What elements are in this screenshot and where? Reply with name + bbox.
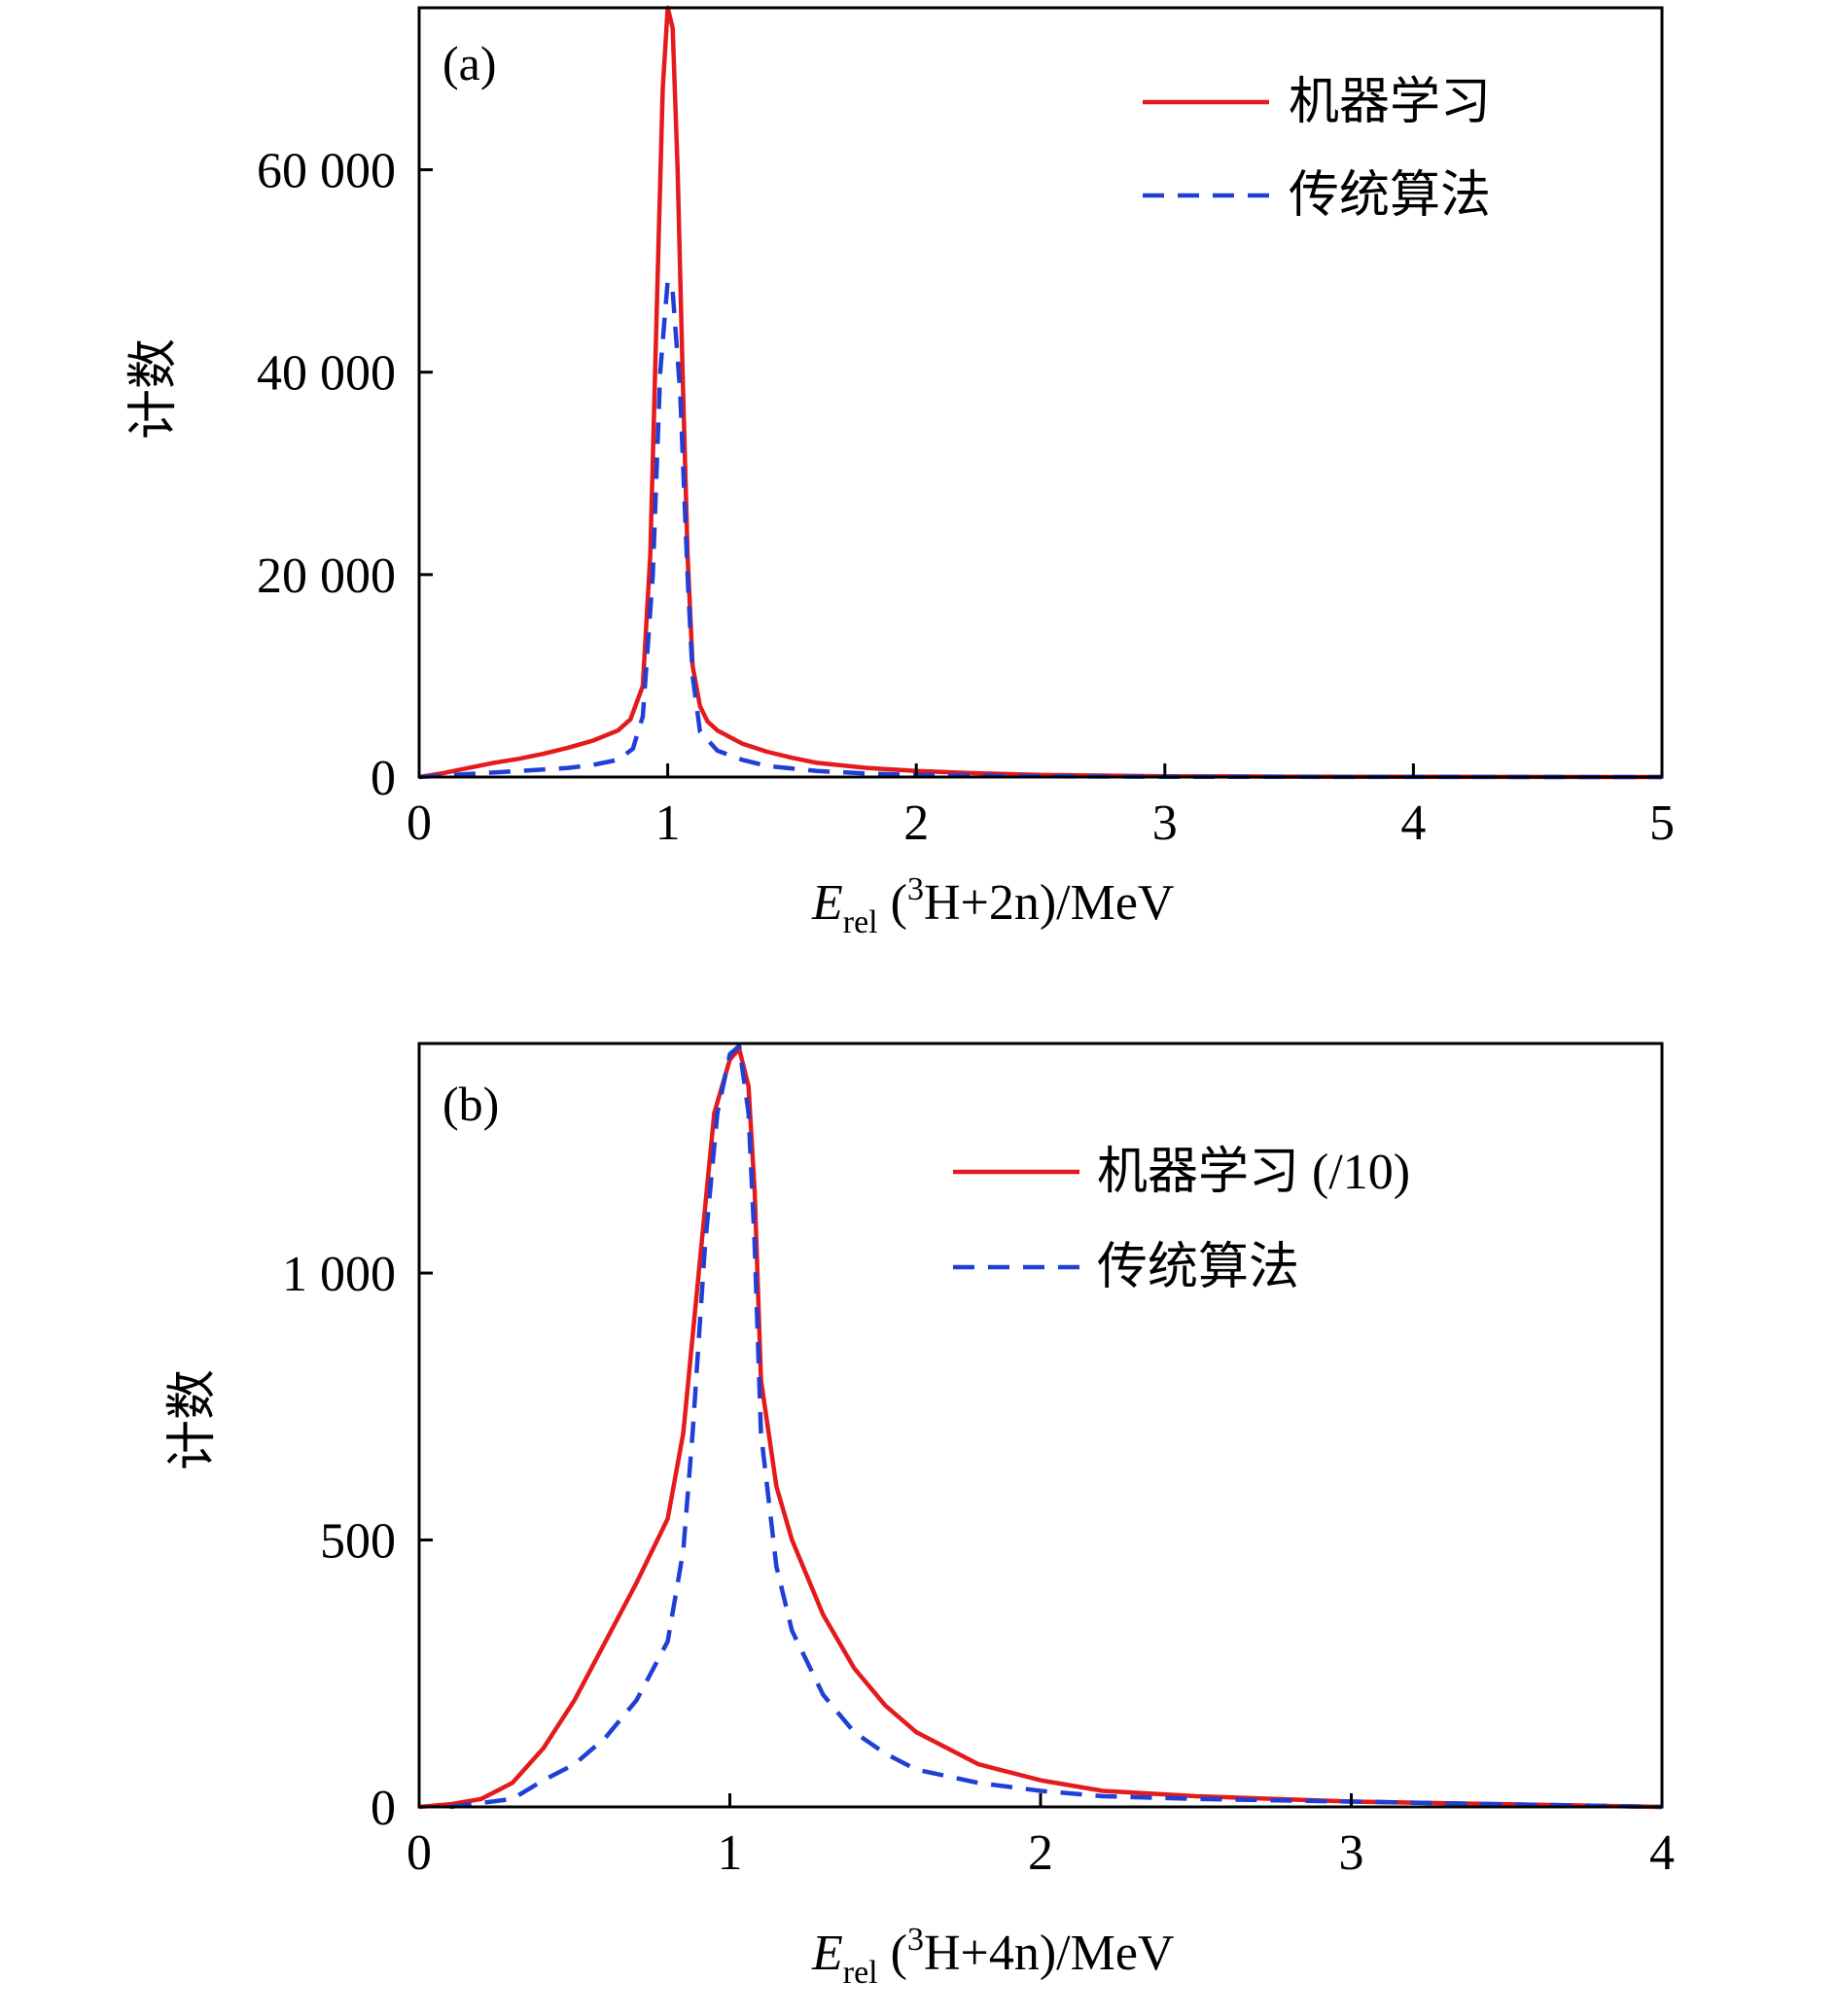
legend-label-0: 机器学习 xyxy=(1289,75,1491,130)
panel-label: (a) xyxy=(442,36,497,90)
y-axis-title: 计数 xyxy=(126,338,182,440)
x-tick-label: 0 xyxy=(406,796,432,851)
plot-frame xyxy=(417,6,1664,779)
x-tick-label: 3 xyxy=(1152,796,1178,851)
series-line-machine-learning xyxy=(418,1046,1663,1810)
y-tick-label: 500 xyxy=(320,1514,396,1570)
y-axis-title: 计数 xyxy=(165,1369,221,1470)
x-tick-label: 2 xyxy=(1028,1825,1053,1881)
plot-frame xyxy=(417,1042,1664,1809)
y-tick-label: 0 xyxy=(371,751,396,806)
legend-label-1: 传统算法 xyxy=(1289,168,1491,224)
x-tick-label: 1 xyxy=(718,1825,743,1881)
x-tick-label: 3 xyxy=(1339,1825,1364,1881)
x-tick-label: 5 xyxy=(1649,796,1675,851)
x-tick-label: 4 xyxy=(1400,796,1426,851)
series-line-traditional-algorithm xyxy=(449,1043,1663,1810)
y-tick-label: 60 000 xyxy=(257,144,396,199)
y-tick-label: 40 000 xyxy=(257,346,396,402)
x-axis-title: Erel (3H+4n)/MeV xyxy=(811,1922,1174,1991)
x-tick-label: 2 xyxy=(903,796,929,851)
series-line-traditional-algorithm xyxy=(418,278,1663,780)
y-tick-label: 1 000 xyxy=(282,1247,396,1302)
legend-label-1: 传统算法 xyxy=(1097,1240,1299,1295)
series-line-machine-learning xyxy=(418,5,1663,780)
legend-label-0: 机器学习 (/10) xyxy=(1097,1145,1410,1200)
x-tick-label: 0 xyxy=(406,1825,432,1881)
x-tick-label: 4 xyxy=(1649,1825,1675,1881)
x-tick-label: 1 xyxy=(655,796,681,851)
panel-label: (b) xyxy=(442,1077,499,1131)
y-tick-label: 20 000 xyxy=(257,548,396,604)
x-axis-title: Erel (3H+2n)/MeV xyxy=(811,871,1174,940)
y-tick-label: 0 xyxy=(371,1781,396,1836)
